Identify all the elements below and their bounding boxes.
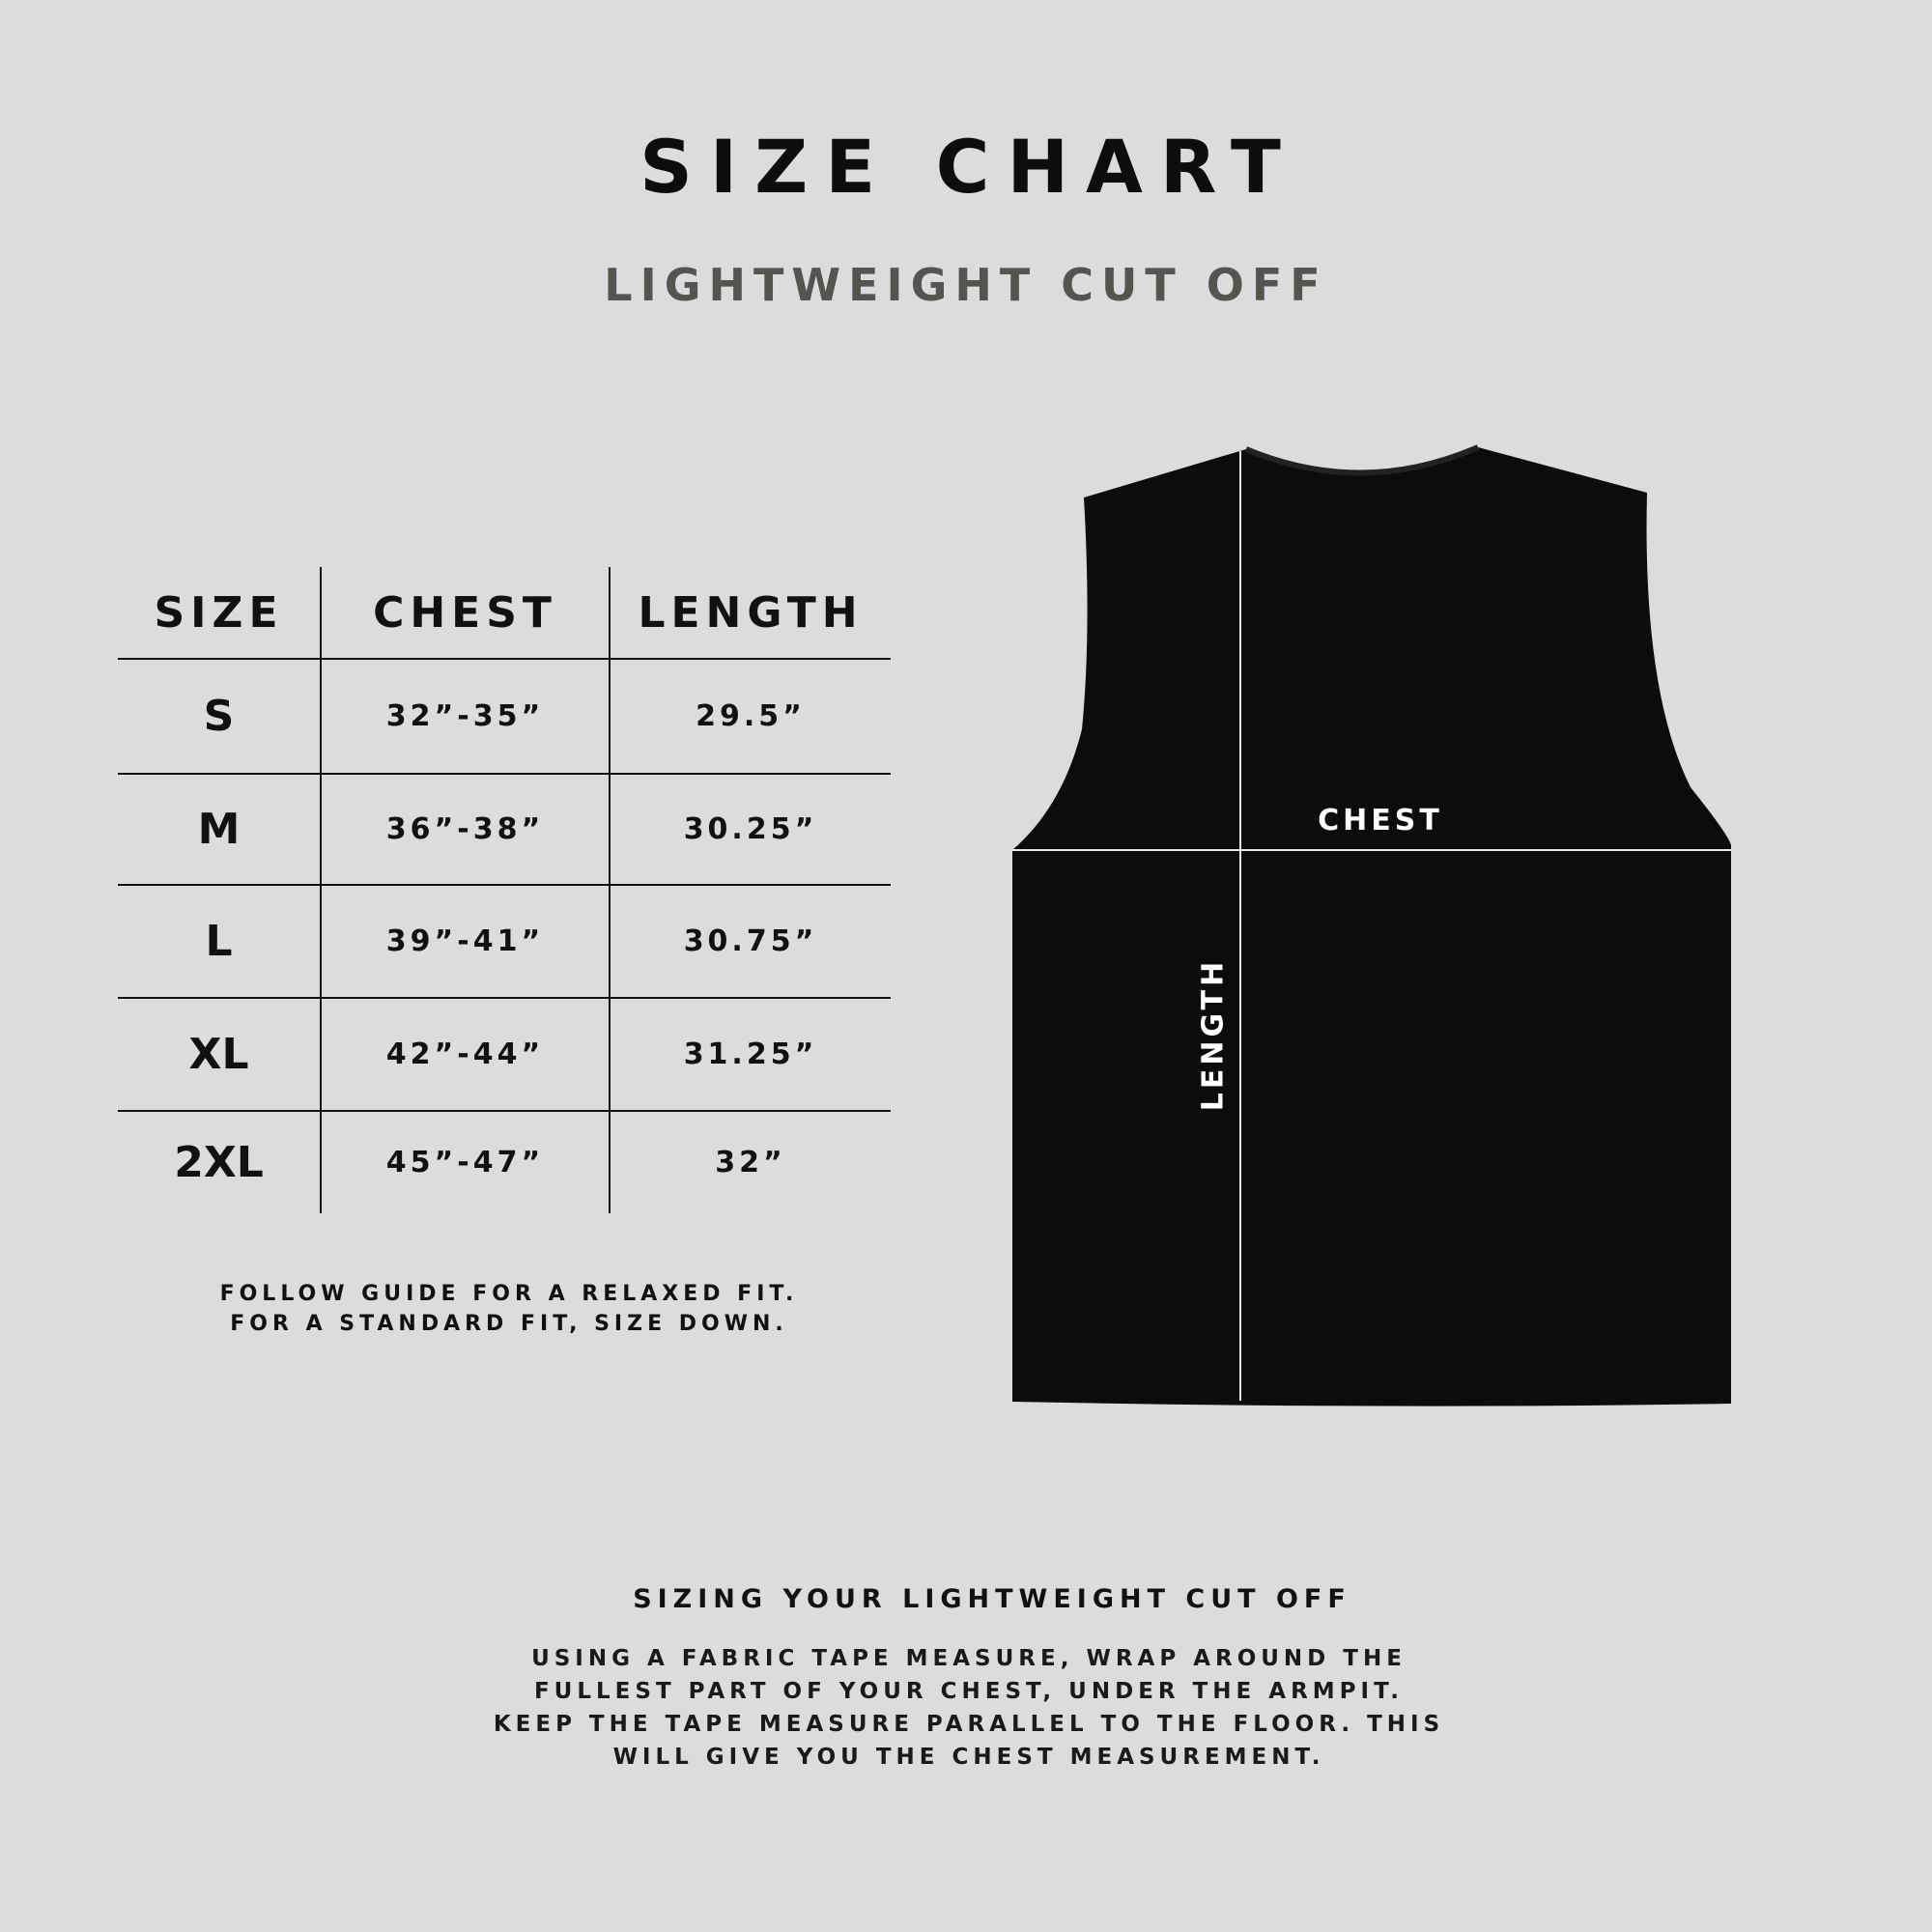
header-length: LENGTH: [638, 587, 864, 638]
cell-chest: 39”-41”: [385, 924, 545, 958]
column-divider: [320, 567, 322, 1213]
guide-heading: SIZING YOUR LIGHTWEIGHT CUT OFF: [633, 1584, 1351, 1614]
cell-length: 30.75”: [683, 924, 818, 958]
header-chest: CHEST: [373, 587, 557, 638]
cell-length: 30.25”: [683, 812, 818, 846]
row-divider: [118, 884, 891, 886]
cell-length: 31.25”: [683, 1037, 818, 1071]
header-size: SIZE: [154, 587, 284, 638]
fit-note-line: FOLLOW GUIDE FOR A RELAXED FIT.: [219, 1282, 799, 1306]
cell-chest: 36”-38”: [385, 812, 545, 846]
cell-chest: 32”-35”: [385, 699, 545, 733]
guide-text-line: KEEP THE TAPE MEASURE PARALLEL TO THE FL…: [493, 1712, 1445, 1737]
size-table: SIZE CHEST LENGTH S 32”-35” 29.5” M 36”-38” 3…: [118, 567, 891, 1213]
fit-note-line: FOR A STANDARD FIT, SIZE DOWN.: [230, 1312, 788, 1336]
cell-size: XL: [188, 1030, 249, 1079]
cell-size: S: [203, 692, 235, 741]
row-divider: [118, 658, 891, 660]
column-divider: [609, 567, 611, 1213]
row-divider: [118, 1110, 891, 1112]
guide-text-line: FULLEST PART OF YOUR CHEST, UNDER THE AR…: [533, 1679, 1405, 1704]
cell-size: M: [197, 805, 241, 854]
product-subtitle: LIGHTWEIGHT CUT OFF: [604, 259, 1328, 311]
row-divider: [118, 997, 891, 999]
cell-length: 29.5”: [696, 699, 806, 733]
cell-chest: 45”-47”: [385, 1146, 545, 1179]
guide-text-line: WILL GIVE YOU THE CHEST MEASUREMENT.: [612, 1745, 1325, 1770]
guide-text-line: USING A FABRIC TAPE MEASURE, WRAP AROUND…: [531, 1646, 1406, 1671]
cell-size: 2XL: [174, 1138, 264, 1187]
shirt-diagram: CHEST LENGTH: [1005, 440, 1739, 1419]
length-label: LENGTH: [1196, 957, 1231, 1112]
cell-length: 32”: [715, 1146, 786, 1179]
cell-size: L: [205, 917, 233, 966]
cell-chest: 42”-44”: [385, 1037, 545, 1071]
chest-label: CHEST: [1318, 804, 1443, 838]
page-title: SIZE CHART: [639, 124, 1298, 210]
cutoff-shirt-icon: [1012, 444, 1731, 1406]
row-divider: [118, 773, 891, 775]
